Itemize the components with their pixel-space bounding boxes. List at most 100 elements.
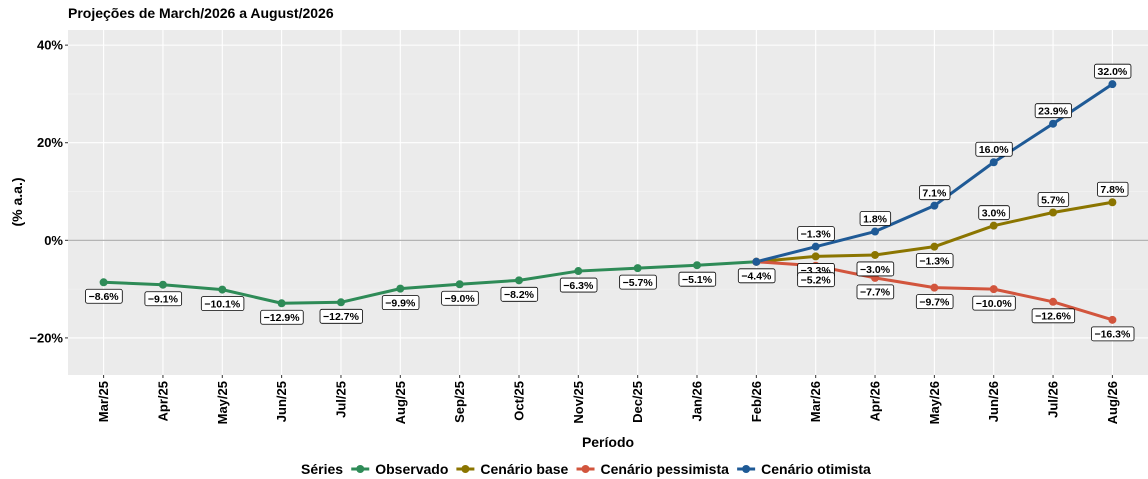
legend-key-point	[461, 465, 470, 473]
data-label: −3.0%	[856, 261, 895, 277]
data-label-text: −5.7%	[623, 277, 654, 289]
data-label: −9.7%	[915, 294, 954, 310]
data-label-box	[678, 271, 717, 287]
data-label-text: −7.7%	[860, 287, 891, 299]
x-tick-label: Sep/25	[452, 381, 467, 423]
series-line	[103, 260, 757, 305]
data-label-box	[856, 284, 895, 300]
data-label-box	[1031, 308, 1076, 324]
data-label-text: −1.3%	[801, 228, 832, 240]
data-label-box	[856, 261, 895, 277]
x-tick-label: Jul/25	[333, 381, 348, 418]
data-point	[633, 264, 642, 273]
data-label: −4.4%	[737, 268, 776, 284]
x-axis-label: Período	[582, 434, 634, 450]
x-tick-label: Apr/25	[155, 381, 170, 421]
data-point	[455, 280, 464, 289]
data-label: −10.1%	[200, 296, 245, 312]
data-label: 1.8%	[859, 211, 892, 226]
data-point	[989, 221, 998, 230]
data-label-text: 1.8%	[863, 213, 888, 225]
data-label-box	[260, 309, 304, 325]
data-point	[871, 250, 880, 259]
data-label: 16.0%	[975, 141, 1013, 157]
data-point	[158, 280, 167, 289]
x-tick-label: Jun/26	[986, 381, 1001, 422]
data-label-text: 5.7%	[1041, 194, 1066, 206]
data-label-text: −9.0%	[445, 293, 476, 305]
x-tick-label: Aug/25	[393, 381, 408, 424]
x-tick-label: Dec/25	[630, 381, 645, 423]
legend-label: Cenário pessimista	[601, 461, 730, 477]
data-point	[811, 242, 820, 251]
data-label: −8.6%	[85, 288, 123, 304]
x-tick-label: Aug/26	[1105, 381, 1120, 424]
data-label: −9.9%	[381, 295, 420, 311]
data-label-text: −8.6%	[89, 291, 120, 303]
data-label: −5.2%	[797, 272, 835, 288]
data-label: −10.0%	[972, 295, 1016, 311]
data-point	[336, 298, 345, 307]
data-label-text: −1.3%	[919, 255, 950, 267]
data-label-text: −5.1%	[682, 274, 713, 286]
x-tick-label: May/25	[215, 381, 230, 424]
legend-title: Séries	[301, 461, 343, 477]
data-label: −9.1%	[144, 291, 183, 307]
data-label-box	[381, 295, 420, 311]
x-tick-label: Mar/26	[808, 381, 823, 422]
data-label-text: −6.3%	[563, 280, 594, 292]
data-label: −6.3%	[559, 277, 598, 293]
data-label: −12.9%	[260, 309, 304, 325]
x-tick-label: Jun/25	[274, 381, 289, 422]
data-label-box	[919, 185, 951, 201]
data-label: −5.1%	[678, 271, 717, 287]
data-point	[989, 285, 998, 294]
data-label-text: −10.0%	[976, 298, 1013, 310]
data-label-text: −12.9%	[264, 312, 301, 324]
data-label: −7.7%	[856, 284, 895, 300]
x-tick-label: Mar/25	[96, 381, 111, 422]
data-label-box	[978, 205, 1010, 221]
data-point	[811, 252, 820, 261]
data-label-box	[85, 288, 123, 304]
data-label-text: −12.6%	[1035, 311, 1072, 323]
data-label-text: 7.1%	[922, 187, 947, 199]
data-point	[99, 278, 108, 287]
data-label-text: 3.0%	[982, 207, 1007, 219]
data-label-text: −9.9%	[385, 297, 416, 309]
x-tick-label: May/26	[927, 381, 942, 424]
data-point	[277, 299, 286, 308]
x-tick-label: Oct/25	[511, 381, 526, 421]
data-label: −9.0%	[441, 290, 479, 306]
data-label: 7.1%	[919, 185, 951, 201]
x-tick-label: Nov/25	[571, 381, 586, 424]
data-point	[396, 284, 405, 293]
legend: Séries Observado Cenário base Cenário pessi…	[301, 461, 871, 477]
data-label: 3.0%	[978, 205, 1010, 221]
legend-label: Cenário otimista	[761, 461, 871, 477]
data-label-text: −16.3%	[1094, 329, 1131, 341]
data-label-box	[975, 141, 1013, 157]
data-label-box	[737, 268, 776, 284]
x-tick-label: Jul/26	[1046, 381, 1061, 418]
data-label-box	[619, 274, 657, 290]
data-point	[1108, 198, 1117, 207]
data-point	[930, 201, 939, 210]
data-label-text: −3.0%	[860, 264, 891, 276]
legend-key-point	[356, 465, 365, 473]
data-point	[752, 257, 761, 266]
data-label-box	[1091, 326, 1135, 342]
data-label-box	[441, 290, 479, 306]
data-label-box	[915, 294, 954, 310]
x-tick-label: Apr/26	[868, 381, 883, 421]
legend-key-point	[581, 465, 590, 473]
data-label: −16.3%	[1091, 326, 1135, 342]
data-label-box	[319, 308, 363, 324]
data-label: −12.6%	[1031, 308, 1076, 324]
data-label-box	[144, 291, 183, 307]
data-point	[1108, 80, 1117, 89]
data-label-text: −8.2%	[504, 289, 535, 301]
chart-title: Projeções de March/2026 a August/2026	[68, 5, 334, 21]
data-label-box	[559, 277, 598, 293]
legend-label: Observado	[375, 461, 448, 477]
